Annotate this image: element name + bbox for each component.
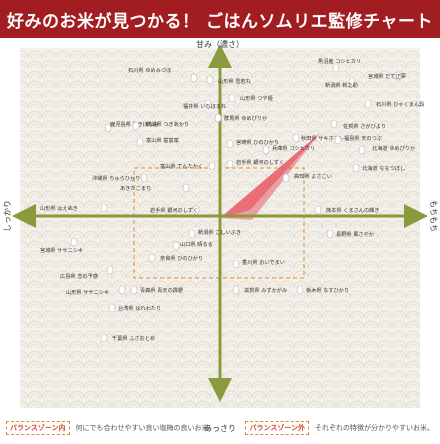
rice-label: 北海道 ななつぼし — [362, 164, 405, 172]
rice-label: 兵庫県 コシヒカリ — [272, 144, 315, 152]
rice-item[interactable]: 宮城県 ササニシキ — [40, 237, 83, 254]
rice-label: あきたこまち — [120, 185, 151, 192]
rice-label: 山形県 雪若丸 — [218, 77, 252, 85]
rice-item[interactable]: 佐賀県 さがびより — [330, 119, 386, 130]
rice-label: 滋賀県 みずかがみ — [244, 286, 287, 294]
inside-zone-tag: バランスゾーン内 — [6, 421, 70, 435]
rice-item[interactable]: 岩手県 銀河のしずく — [150, 205, 200, 215]
rice-label: 石川県 ゆめみづほ — [128, 66, 171, 74]
rice-label: 広島県 恋の予感 — [60, 272, 98, 280]
chart: 甘み（濃さ） あっさり しっかり もちもち 石川県 ゆめみづほ 山形県 雪若丸 … — [0, 38, 440, 440]
rice-item[interactable]: 岩手県 銀河のしずく — [226, 158, 284, 169]
rice-label: 宮城県 ササニシキ — [40, 246, 83, 254]
rice-label: 新潟県 こしいぶき — [198, 228, 241, 236]
rice-item[interactable]: 沖縄県 ちゅらひかり — [92, 173, 148, 183]
rice-item[interactable]: 長野県 風さやか — [326, 229, 374, 239]
rice-label: 長野県 風さやか — [336, 230, 374, 238]
rice-item[interactable]: 新潟県 新之助 — [325, 77, 358, 89]
rice-item[interactable]: 山形県 雪若丸 — [206, 75, 252, 85]
rice-label: 魚沼産 コシヒカリ — [318, 57, 361, 65]
outside-zone-tag: バランスゾーン外 — [245, 421, 309, 435]
rice-item[interactable]: 石川県 ひゃくまん穀 — [364, 99, 425, 109]
rice-label: 山形県 はえぬき — [40, 204, 78, 212]
rice-label: 宮城県 だて正夢 — [368, 72, 406, 80]
rice-item[interactable]: 秋田県 サキホコレ — [292, 133, 344, 143]
rice-item[interactable]: 北海道 ななつぼし — [352, 163, 405, 173]
rice-label: 台湾県 はれわたり — [118, 304, 161, 312]
rice-label: 新潟県 つきあかり — [146, 120, 189, 128]
rice-label: 北海道 ゆめぴりか — [372, 144, 415, 152]
rice-item[interactable]: 香川県 おいでまい — [232, 258, 285, 269]
rice-item[interactable]: 奈良県 ひのひかり — [148, 253, 203, 263]
center-highlight — [220, 133, 320, 220]
page-title: 好みのお米が見つかる！ ごはんソムリエ監修チャート — [7, 11, 433, 32]
rice-item[interactable]: 山形県 ササニシキ — [66, 285, 126, 296]
rice-item[interactable]: 福井県 いちほまれ — [183, 99, 227, 110]
rice-item[interactable]: 山形県 はえぬき — [40, 203, 108, 213]
rice-item[interactable]: 宮城県 だて正夢 — [368, 71, 406, 81]
rice-label: 群馬県 ゆめぴりか — [224, 114, 267, 122]
rice-label: 山口県 晴るる — [180, 240, 213, 248]
rice-label: 山形県 ササニシキ — [66, 288, 109, 296]
rice-label: 熊本県 くまさんの輝き — [326, 206, 380, 214]
rice-label: 青森県 青天の霹靂 — [140, 286, 183, 294]
legend-footer: バランスゾーン内 何にでも合わせやすい良い塩梅の良いお米。 バランスゾーン外 そ… — [6, 420, 434, 436]
rice-items: 石川県 ゆめみづほ 山形県 雪若丸 魚沼産 コシヒカリ 新潟県 新之助 宮城県 … — [40, 57, 425, 343]
rice-label: 福井県 いちほまれ — [183, 102, 227, 110]
rice-label: 栃木県 なすひかり — [306, 286, 349, 294]
rice-label: 香川県 おいでまい — [242, 258, 285, 266]
rice-item[interactable]: 富山県 てんたかく — [160, 161, 216, 171]
rice-label: 富山県 富富富 — [146, 136, 179, 144]
rice-item[interactable]: 滋賀県 みずかがみ — [232, 285, 287, 295]
rice-item[interactable]: 千葉県 ふさおとめ — [100, 333, 155, 343]
rice-item[interactable]: 新潟県 つきあかり — [132, 120, 189, 131]
rice-label: 奈良県 ひのひかり — [160, 254, 203, 262]
rice-item[interactable]: 青森県 青天の霹靂 — [130, 285, 183, 295]
rice-label: 秋田県 サキホコレ — [301, 134, 344, 142]
chart-svg: 甘み（濃さ） あっさり しっかり もちもち 石川県 ゆめみづほ 山形県 雪若丸 … — [3, 39, 438, 433]
rice-label: 富山県 てんたかく — [160, 162, 203, 170]
rice-label: 沖縄県 ちゅらひかり — [92, 174, 140, 182]
y-top-label: 甘み（濃さ） — [196, 39, 244, 49]
rice-label: 岩手県 銀河のしずく — [150, 206, 198, 214]
rice-label: 岩手県 銀河のしずく — [236, 158, 284, 166]
rice-item[interactable]: 福島県 天のつぶ — [334, 134, 382, 145]
rice-item[interactable]: 熊本県 くまさんの輝き — [314, 205, 380, 215]
x-left-label: しっかり — [3, 200, 12, 232]
rice-item[interactable]: 宮崎県 ひのひかり — [226, 138, 279, 149]
rice-item[interactable]: 石川県 ゆめみづほ — [128, 66, 198, 83]
rice-item[interactable]: あきたこまち — [120, 183, 190, 193]
rice-label: 石川県 ひゃくまん穀 — [376, 100, 425, 108]
rice-item[interactable]: 台湾県 はれわたり — [108, 303, 161, 313]
x-right-label: もちもち — [429, 200, 438, 232]
rice-label: 山形県 つや姫 — [240, 94, 273, 102]
rice-item[interactable]: 群馬県 ゆめぴりか — [214, 113, 267, 123]
rice-item[interactable]: 高知県 よさこい — [282, 172, 332, 183]
rice-label: 千葉県 ふさおとめ — [112, 334, 155, 342]
rice-label: 高知県 よさこい — [294, 172, 332, 180]
outside-zone-desc: それぞれの特徴が分かりやすいお米。 — [315, 424, 434, 432]
rice-icon — [190, 73, 198, 83]
rice-item[interactable]: 兵庫県 コシヒカリ — [262, 144, 315, 155]
title-bar: 好みのお米が見つかる！ ごはんソムリエ監修チャート — [0, 0, 440, 38]
rice-item[interactable]: 魚沼産 コシヒカリ — [318, 57, 361, 73]
rice-label: 福島県 天のつぶ — [344, 134, 382, 142]
rice-label: 新潟県 新之助 — [325, 81, 358, 89]
rice-item[interactable]: 栃木県 なすひかり — [296, 285, 349, 295]
rice-item[interactable]: 山口県 晴るる — [172, 240, 213, 251]
rice-item[interactable]: 広島県 恋の予感 — [60, 265, 114, 280]
inside-zone-desc: 何にでも合わせやすい良い塩梅の良いお米。 — [75, 424, 216, 432]
rice-item[interactable]: 山形県 つや姫 — [228, 93, 273, 103]
rice-item[interactable]: 北海道 ゆめぴりか — [358, 144, 415, 155]
y-bottom-label: あっさり — [204, 424, 236, 433]
rice-item[interactable]: 新潟県 こしいぶき — [188, 228, 241, 239]
rice-item[interactable]: 富山県 富富富 — [136, 136, 179, 147]
rice-label: 佐賀県 さがびより — [343, 122, 386, 130]
rice-label: 宮崎県 ひのひかり — [236, 138, 279, 146]
